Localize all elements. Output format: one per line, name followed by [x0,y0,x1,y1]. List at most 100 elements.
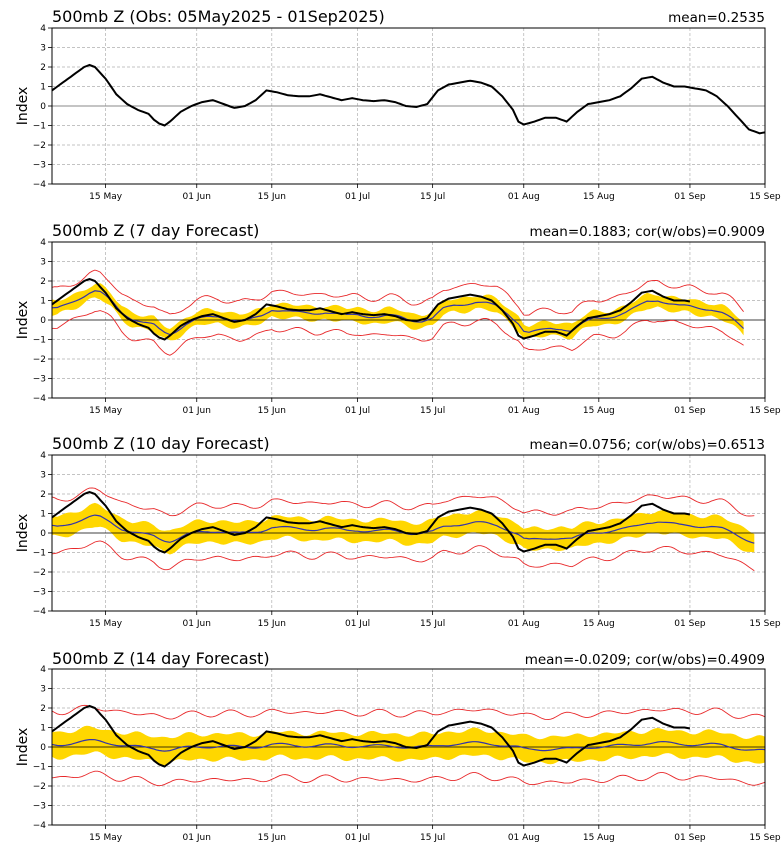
y-tick-label: −1 [33,336,46,346]
panel-10day-stats: mean=0.0756; cor(w/obs)=0.6513 [530,437,765,453]
x-tick-label: 01 Aug [508,833,540,843]
x-tick-label: 15 Aug [583,619,615,629]
x-tick-label: 15 May [89,192,123,202]
y-tick-label: 2 [40,277,46,287]
x-tick-label: 01 Aug [508,619,540,629]
x-tick-label: 01 Sep [674,833,706,843]
panel-obs-plot: Index 4 3 2 1 0 −1 −2 −3 −4 15 May 01 Jun 15 Jun 01 J… [15,24,781,202]
y-tick-label: 0 [40,316,46,326]
forecast-spread-band [52,283,744,341]
x-tick-label: 15 Aug [583,406,615,416]
y-tick-label: 4 [40,665,46,675]
y-tick-label: 4 [40,238,46,248]
y-tick-label: −4 [33,394,47,404]
x-tick-label: 01 Aug [508,406,540,416]
panel-obs: 500mb Z (Obs: 05May2025 - 01Sep2025) mea… [15,7,781,202]
x-tick-label: 15 Aug [583,833,615,843]
y-tick-label: −2 [33,568,46,578]
y-axis-label: Index [15,728,31,767]
y-tick-label: −2 [33,782,46,792]
y-tick-label: 1 [40,297,46,307]
x-tick-label: 01 Jun [183,619,211,629]
x-tick-label: 01 Sep [674,619,706,629]
x-tick-label: 01 Jul [345,619,370,629]
x-tick-label: 01 Jun [183,833,211,843]
lower-bound-line [52,310,744,356]
y-axis-label: Index [15,514,31,553]
observed-line [52,491,691,554]
panel-7day: 500mb Z (7 day Forecast) mean=0.1883; co… [15,221,781,416]
x-tick-label: 01 Jul [345,406,370,416]
y-tick-label: −2 [33,141,46,151]
observed-line [52,704,691,768]
plot-frame [51,27,766,185]
x-tick-label: 15 Sep [749,833,781,843]
plot-frame [51,668,766,826]
panel-14day: 500mb Z (14 day Forecast) mean=-0.0209; … [15,649,781,843]
upper-bound-line [52,487,755,517]
x-tick-label: 15 Jun [258,619,286,629]
y-tick-label: 1 [40,510,46,520]
plot-frame [51,454,766,612]
x-tick-label: 15 Sep [749,619,781,629]
x-tick-label: 01 Aug [508,192,540,202]
y-tick-label: 0 [40,743,46,753]
y-tick-label: −1 [33,549,46,559]
x-tick-label: 15 Jul [420,192,445,202]
y-tick-label: −1 [33,763,46,773]
observed-line [52,63,765,135]
plot-area [52,63,765,135]
x-tick-label: 01 Jun [183,406,211,416]
panel-7day-title: 500mb Z (7 day Forecast) [52,221,259,240]
panel-14day-title: 500mb Z (14 day Forecast) [52,649,270,668]
plot-frame [51,241,766,399]
x-tick-label: 15 Sep [749,406,781,416]
lower-bound-line [52,770,765,787]
lower-bound-line [52,540,755,572]
x-tick-label: 01 Jul [345,833,370,843]
y-tick-label: −2 [33,355,46,365]
x-tick-label: 15 Jul [420,619,445,629]
panel-14day-plot: Index 4 3 2 1 0 −1 −2 −3 −4 15 May 01 Jun 15 Jun 01 J… [15,665,781,843]
y-axis-label: Index [15,301,31,340]
forecast-spread-band [52,725,765,766]
y-tick-label: −3 [33,161,46,171]
y-tick-label: 2 [40,63,46,73]
y-tick-label: 0 [40,529,46,539]
x-tick-label: 15 Sep [749,192,781,202]
y-tick-label: 2 [40,704,46,714]
x-tick-label: 15 May [89,406,123,416]
x-tick-label: 15 Jul [420,833,445,843]
plot-area [52,704,765,787]
panel-obs-title: 500mb Z (Obs: 05May2025 - 01Sep2025) [52,7,385,26]
y-tick-label: −4 [33,821,47,831]
y-tick-label: −1 [33,122,46,132]
y-tick-label: 1 [40,83,46,93]
panel-obs-stats: mean=0.2535 [668,10,765,26]
y-tick-label: 4 [40,451,46,461]
plot-area [52,269,765,356]
y-tick-label: 0 [40,102,46,112]
panel-14day-stats: mean=-0.0209; cor(w/obs)=0.4909 [525,652,765,668]
y-tick-label: −4 [33,180,47,190]
x-tick-label: 15 Jun [258,833,286,843]
y-tick-label: 3 [40,685,46,695]
y-tick-label: −4 [33,607,47,617]
panel-10day: 500mb Z (10 day Forecast) mean=0.0756; c… [15,434,781,629]
y-tick-label: −3 [33,375,46,385]
y-tick-label: 1 [40,724,46,734]
x-tick-label: 15 Jul [420,406,445,416]
y-axis-label: Index [15,87,31,126]
panel-7day-stats: mean=0.1883; cor(w/obs)=0.9009 [530,224,765,240]
upper-bound-line [52,269,744,316]
x-tick-label: 01 Jun [183,192,211,202]
x-tick-label: 01 Sep [674,406,706,416]
panel-10day-plot: Index 4 3 2 1 0 −1 −2 −3 −4 15 May 01 Jun 15 Jun 01 J… [15,451,781,629]
y-tick-label: 3 [40,258,46,268]
y-tick-label: 2 [40,490,46,500]
y-tick-label: 3 [40,44,46,54]
forecast-mean-line [52,290,745,336]
x-tick-label: 15 May [89,619,123,629]
panel-10day-title: 500mb Z (10 day Forecast) [52,434,270,453]
